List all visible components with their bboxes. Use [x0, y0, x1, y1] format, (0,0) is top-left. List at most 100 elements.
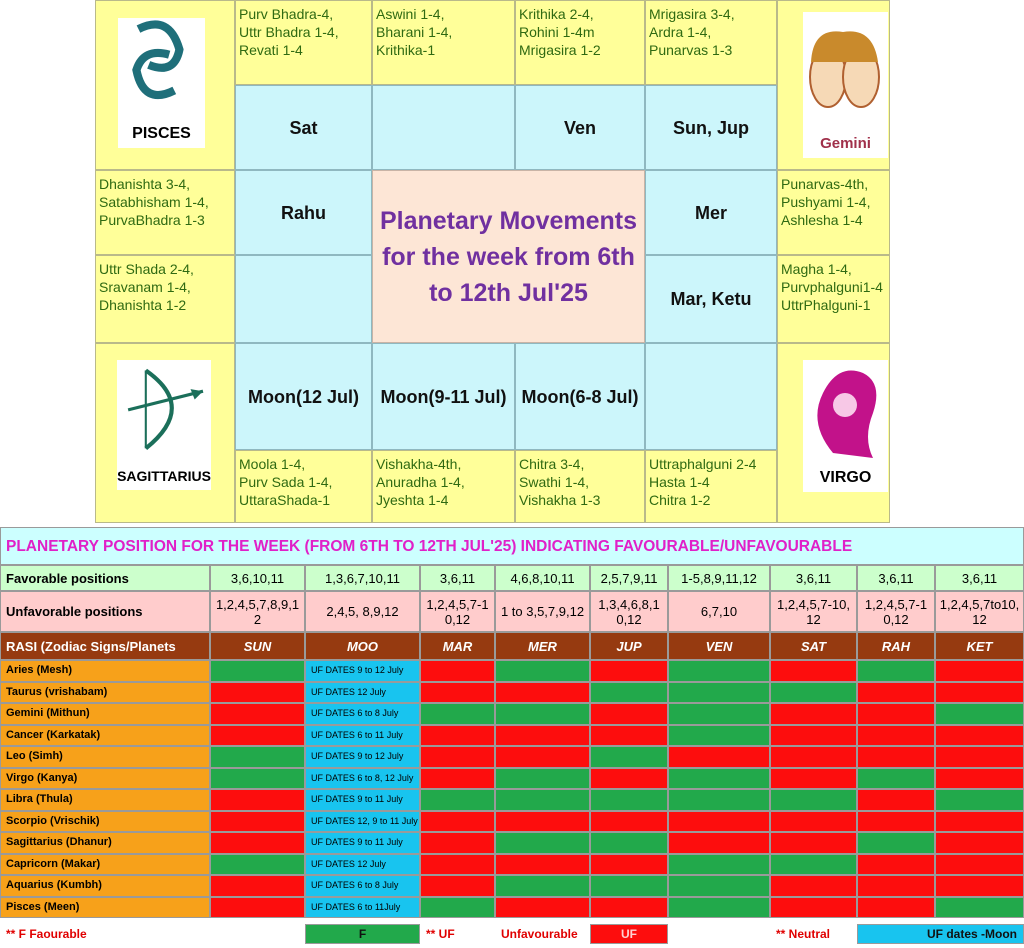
sign-image	[117, 360, 211, 490]
rasi-cell: Pisces (Meen)	[0, 896, 210, 918]
status-cell	[210, 789, 305, 811]
nakshatra-cell: Punarvas-4th, Pushyami 1-4, Ashlesha 1-4	[777, 170, 890, 255]
nakshatra-cell: Dhanishta 3-4, Satabhisham 1-4, PurvaBha…	[95, 170, 235, 255]
status-cell	[668, 853, 770, 875]
status-cell	[495, 896, 590, 918]
status-cell	[857, 810, 935, 832]
status-cell	[590, 703, 668, 725]
header-cell: RAH	[857, 632, 935, 660]
moon-cell: UF DATES 6 to 11July	[305, 896, 420, 918]
unfavorable-cell: 1,2,4,5,7,8,9,12	[210, 591, 305, 632]
row-label: Unfavorable positions	[0, 591, 210, 632]
moon-cell: UF DATES 6 to 11 July	[305, 724, 420, 746]
sign-label: PISCES	[132, 125, 191, 142]
status-cell	[495, 746, 590, 768]
favorable-cell: 2,5,7,9,11	[590, 565, 668, 591]
favorable-cell: 1-5,8,9,11,12	[668, 565, 770, 591]
status-cell	[495, 681, 590, 703]
unfavorable-cell: 1 to 3,5,7,9,12	[495, 591, 590, 632]
status-cell	[668, 789, 770, 811]
nakshatra-cell: Purv Bhadra-4, Uttr Bhadra 1-4, Revati 1…	[235, 0, 372, 85]
moon-cell: UF DATES 9 to 12 July	[305, 660, 420, 682]
status-cell	[935, 660, 1024, 682]
status-cell	[770, 767, 857, 789]
planet-cell: Moon(12 Jul)	[235, 343, 372, 450]
status-cell	[590, 767, 668, 789]
nakshatra-cell: Krithika 2-4, Rohini 1-4m Mrigasira 1-2	[515, 0, 645, 85]
nakshatra-cell: Uttr Shada 2-4, Sravanam 1-4, Dhanishta …	[95, 255, 235, 343]
legend-item: ** Neutral	[770, 924, 857, 944]
planet-cell: Sat	[235, 85, 372, 170]
rasi-cell: Gemini (Mithun)	[0, 703, 210, 725]
empty-cell	[645, 343, 777, 450]
sign-icon	[817, 370, 877, 458]
status-cell	[420, 767, 495, 789]
status-cell	[590, 789, 668, 811]
sign-label: Gemini	[820, 135, 871, 152]
favorable-cell: 3,6,11	[420, 565, 495, 591]
status-cell	[857, 875, 935, 897]
rasi-cell: Aquarius (Kumbh)	[0, 875, 210, 897]
unfavorable-cell: 1,3,4,6,8,10,12	[590, 591, 668, 632]
table-title: PLANETARY POSITION FOR THE WEEK (FROM 6T…	[0, 527, 1024, 565]
rasi-cell: Aries (Mesh)	[0, 660, 210, 682]
status-cell	[210, 810, 305, 832]
status-cell	[590, 832, 668, 854]
favorable-cell: 4,6,8,10,11	[495, 565, 590, 591]
moon-cell: UF DATES 6 to 8 July	[305, 703, 420, 725]
status-cell	[590, 746, 668, 768]
unfavorable-cell: 2,4,5, 8,9,12	[305, 591, 420, 632]
status-cell	[495, 724, 590, 746]
status-cell	[770, 832, 857, 854]
status-cell	[770, 853, 857, 875]
sign-icon	[132, 20, 184, 100]
status-cell	[590, 724, 668, 746]
favorable-cell: 3,6,11	[857, 565, 935, 591]
planet-cell: Rahu	[235, 170, 372, 255]
status-cell	[210, 746, 305, 768]
sign-image	[118, 18, 205, 148]
status-cell	[770, 660, 857, 682]
status-cell	[935, 724, 1024, 746]
status-cell	[420, 660, 495, 682]
chart-title: Planetary Movements for the week from 6t…	[372, 170, 645, 343]
favorable-cell: 3,6,11	[770, 565, 857, 591]
status-cell	[495, 767, 590, 789]
sign-image	[803, 360, 888, 492]
sign-label: VIRGO	[819, 469, 872, 486]
nakshatra-cell: Mrigasira 3-4, Ardra 1-4, Punarvas 1-3	[645, 0, 777, 85]
status-cell	[590, 853, 668, 875]
rasi-cell: Leo (Simh)	[0, 746, 210, 768]
status-cell	[770, 724, 857, 746]
planet-cell: Ven	[515, 85, 645, 170]
planet-cell: Moon(6-8 Jul)	[515, 343, 645, 450]
status-cell	[770, 746, 857, 768]
status-cell	[420, 724, 495, 746]
status-cell	[668, 896, 770, 918]
status-cell	[935, 789, 1024, 811]
moon-cell: UF DATES 9 to 11 July	[305, 789, 420, 811]
status-cell	[210, 853, 305, 875]
status-cell	[857, 681, 935, 703]
status-cell	[668, 703, 770, 725]
header-cell: SAT	[770, 632, 857, 660]
rasi-cell: Cancer (Karkatak)	[0, 724, 210, 746]
status-cell	[668, 660, 770, 682]
row-label: Favorable positions	[0, 565, 210, 591]
unfavorable-cell: 1,2,4,5,7-10,12	[857, 591, 935, 632]
status-cell	[210, 832, 305, 854]
favorable-cell: 3,6,11	[935, 565, 1024, 591]
legend-item: Unfavourable	[495, 924, 590, 944]
status-cell	[857, 832, 935, 854]
status-cell	[857, 767, 935, 789]
moon-cell: UF DATES 12 July	[305, 681, 420, 703]
header-cell: RASI (Zodiac Signs/Planets	[0, 632, 210, 660]
status-cell	[420, 810, 495, 832]
status-cell	[495, 853, 590, 875]
status-cell	[210, 681, 305, 703]
status-cell	[420, 853, 495, 875]
status-cell	[210, 724, 305, 746]
status-cell	[935, 746, 1024, 768]
status-cell	[420, 832, 495, 854]
